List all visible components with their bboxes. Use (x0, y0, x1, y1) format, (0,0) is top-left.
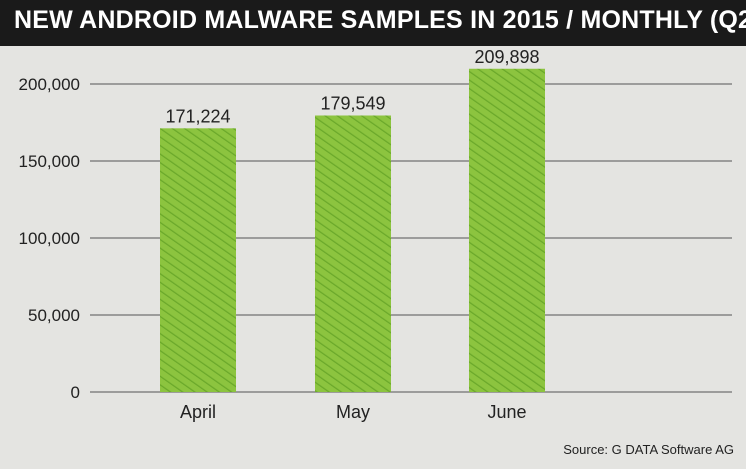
y-tick-label: 100,000 (19, 229, 80, 248)
source-note: Source: G DATA Software AG (563, 442, 734, 457)
bar-june (469, 68, 545, 392)
x-tick-label: June (487, 402, 526, 422)
y-tick-label: 150,000 (19, 152, 80, 171)
y-tick-label: 0 (71, 383, 80, 402)
data-label-april: 171,224 (165, 106, 230, 126)
x-tick-label: April (180, 402, 216, 422)
bar-april (160, 128, 236, 392)
chart-title: NEW ANDROID MALWARE SAMPLES IN 2015 / MO… (14, 6, 746, 34)
y-tick-label: 50,000 (28, 306, 80, 325)
x-tick-label: May (336, 402, 370, 422)
data-label-may: 179,549 (320, 93, 385, 113)
bar-may (315, 115, 391, 392)
title-bar: NEW ANDROID MALWARE SAMPLES IN 2015 / MO… (0, 0, 746, 46)
y-tick-label: 200,000 (19, 75, 80, 94)
data-label-june: 209,898 (474, 47, 539, 67)
